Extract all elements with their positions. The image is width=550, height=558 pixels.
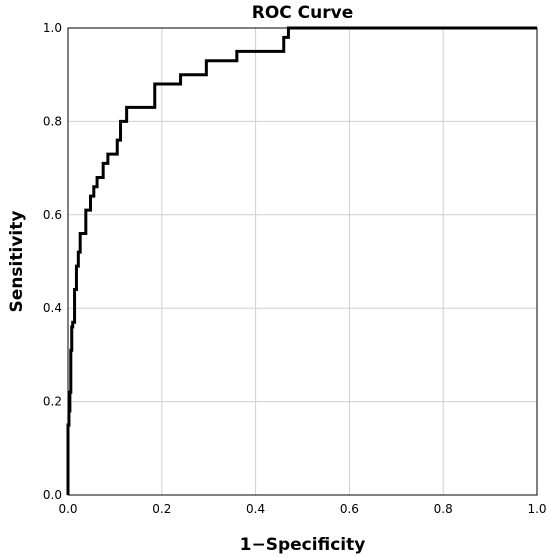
x-tick-label: 0.6 (340, 502, 359, 516)
roc-series-line (68, 28, 537, 495)
series-layer (68, 28, 537, 495)
x-axis-title: 1−Specificity (240, 535, 366, 555)
x-tick-label: 0.0 (58, 502, 77, 516)
y-tick-label: 0.4 (43, 301, 62, 315)
y-tick-label: 1.0 (43, 21, 62, 35)
y-tick-label: 0.6 (43, 208, 62, 222)
y-axis-title: Sensitivity (7, 211, 27, 313)
y-tick-label: 0.8 (43, 114, 62, 128)
y-tick-label: 0.0 (43, 488, 62, 502)
x-tick-label: 1.0 (527, 502, 546, 516)
x-tick-label: 0.2 (152, 502, 171, 516)
y-tick-label: 0.2 (43, 395, 62, 409)
x-tick-label: 0.8 (434, 502, 453, 516)
chart-title: ROC Curve (252, 3, 354, 23)
plot-frame (68, 28, 537, 495)
x-tick-label: 0.4 (246, 502, 265, 516)
tick-labels: 0.0 0.2 0.4 0.6 0.8 1.0 0.0 0.2 0.4 0.6 0.8 1.0 (43, 21, 547, 516)
grid (68, 28, 537, 495)
